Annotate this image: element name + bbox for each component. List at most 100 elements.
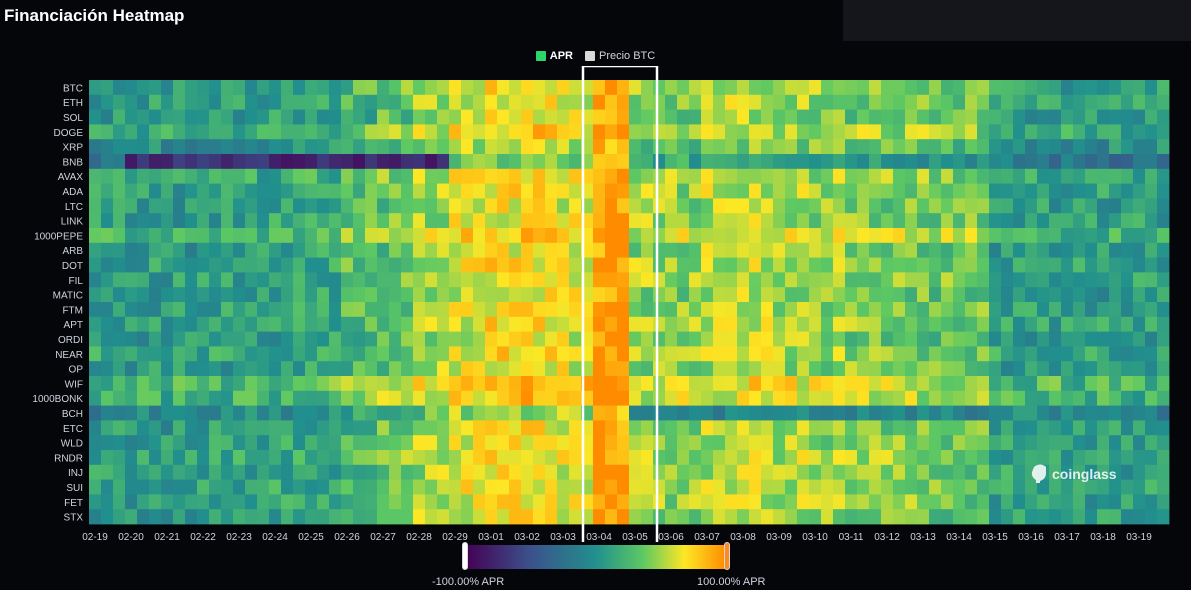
heatmap-cell[interactable] <box>353 479 366 495</box>
heatmap-cell[interactable] <box>749 479 762 495</box>
heatmap-cell[interactable] <box>125 139 138 155</box>
heatmap-cell[interactable] <box>629 509 642 525</box>
heatmap-cell[interactable] <box>185 80 198 96</box>
heatmap-cell[interactable] <box>401 302 414 318</box>
heatmap-cell[interactable] <box>389 124 402 140</box>
heatmap-cell[interactable] <box>89 302 102 318</box>
heatmap-cell[interactable] <box>773 242 786 258</box>
heatmap-cell[interactable] <box>593 168 606 184</box>
heatmap-cell[interactable] <box>1145 139 1158 155</box>
heatmap-cell[interactable] <box>353 287 366 303</box>
heatmap-cell[interactable] <box>425 272 438 288</box>
heatmap-cell[interactable] <box>1109 257 1122 273</box>
heatmap-cell[interactable] <box>1049 139 1062 155</box>
heatmap-cell[interactable] <box>233 331 246 347</box>
heatmap-cell[interactable] <box>689 316 702 332</box>
heatmap-cell[interactable] <box>749 346 762 362</box>
heatmap-cell[interactable] <box>1145 154 1158 170</box>
heatmap-cell[interactable] <box>941 272 954 288</box>
heatmap-cell[interactable] <box>701 331 714 347</box>
heatmap-cell[interactable] <box>677 287 690 303</box>
heatmap-cell[interactable] <box>425 509 438 525</box>
heatmap-cell[interactable] <box>1037 346 1050 362</box>
heatmap-cell[interactable] <box>185 139 198 155</box>
heatmap-cell[interactable] <box>221 390 234 406</box>
heatmap-cell[interactable] <box>737 242 750 258</box>
heatmap-cell[interactable] <box>857 154 870 170</box>
heatmap-cell[interactable] <box>1085 257 1098 273</box>
heatmap-cell[interactable] <box>737 405 750 421</box>
heatmap-cell[interactable] <box>377 213 390 229</box>
heatmap-cell[interactable] <box>1013 213 1026 229</box>
heatmap-cell[interactable] <box>341 124 354 140</box>
heatmap-cell[interactable] <box>173 242 186 258</box>
heatmap-cell[interactable] <box>809 464 822 480</box>
heatmap-cell[interactable] <box>497 361 510 377</box>
heatmap-cell[interactable] <box>1121 435 1134 451</box>
heatmap-cell[interactable] <box>665 420 678 436</box>
heatmap-cell[interactable] <box>941 316 954 332</box>
heatmap-cell[interactable] <box>101 94 114 110</box>
heatmap-cell[interactable] <box>1013 302 1026 318</box>
heatmap-cell[interactable] <box>341 435 354 451</box>
heatmap-cell[interactable] <box>833 242 846 258</box>
heatmap-cell[interactable] <box>989 450 1002 466</box>
heatmap-cell[interactable] <box>1109 242 1122 258</box>
heatmap-cell[interactable] <box>749 80 762 96</box>
heatmap-cell[interactable] <box>761 302 774 318</box>
heatmap-cell[interactable] <box>1157 450 1170 466</box>
heatmap-cell[interactable] <box>713 346 726 362</box>
heatmap-cell[interactable] <box>317 198 330 214</box>
heatmap-cell[interactable] <box>677 331 690 347</box>
heatmap-cell[interactable] <box>317 420 330 436</box>
heatmap-cell[interactable] <box>185 242 198 258</box>
heatmap-cell[interactable] <box>1133 420 1146 436</box>
heatmap-cell[interactable] <box>89 405 102 421</box>
heatmap-cell[interactable] <box>1121 302 1134 318</box>
heatmap-cell[interactable] <box>1025 479 1038 495</box>
heatmap-cell[interactable] <box>305 405 318 421</box>
heatmap-cell[interactable] <box>629 242 642 258</box>
heatmap-cell[interactable] <box>677 213 690 229</box>
heatmap-cell[interactable] <box>317 435 330 451</box>
heatmap-cell[interactable] <box>437 435 450 451</box>
heatmap-cell[interactable] <box>221 80 234 96</box>
heatmap-cell[interactable] <box>377 139 390 155</box>
heatmap-cell[interactable] <box>965 435 978 451</box>
heatmap-cell[interactable] <box>173 287 186 303</box>
heatmap-cell[interactable] <box>161 302 174 318</box>
heatmap-cell[interactable] <box>149 346 162 362</box>
heatmap-cell[interactable] <box>689 361 702 377</box>
heatmap-cell[interactable] <box>293 287 306 303</box>
heatmap-cell[interactable] <box>605 124 618 140</box>
heatmap-cell[interactable] <box>281 464 294 480</box>
heatmap-cell[interactable] <box>725 420 738 436</box>
heatmap-cell[interactable] <box>749 198 762 214</box>
heatmap-cell[interactable] <box>413 361 426 377</box>
heatmap-cell[interactable] <box>1133 94 1146 110</box>
heatmap-cell[interactable] <box>557 509 570 525</box>
heatmap-cell[interactable] <box>917 94 930 110</box>
heatmap-cell[interactable] <box>509 198 522 214</box>
heatmap-cell[interactable] <box>149 361 162 377</box>
heatmap-cell[interactable] <box>329 242 342 258</box>
heatmap-cell[interactable] <box>773 361 786 377</box>
heatmap-cell[interactable] <box>185 198 198 214</box>
heatmap-cell[interactable] <box>245 316 258 332</box>
heatmap-cell[interactable] <box>1013 228 1026 244</box>
heatmap-cell[interactable] <box>977 242 990 258</box>
heatmap-cell[interactable] <box>437 94 450 110</box>
heatmap-cell[interactable] <box>497 287 510 303</box>
heatmap-cell[interactable] <box>941 287 954 303</box>
heatmap-cell[interactable] <box>1061 302 1074 318</box>
heatmap-cell[interactable] <box>881 405 894 421</box>
heatmap-cell[interactable] <box>977 183 990 199</box>
heatmap-cell[interactable] <box>749 139 762 155</box>
heatmap-cell[interactable] <box>1061 509 1074 525</box>
heatmap-cell[interactable] <box>473 479 486 495</box>
heatmap-cell[interactable] <box>485 316 498 332</box>
heatmap-cell[interactable] <box>845 154 858 170</box>
heatmap-cell[interactable] <box>401 168 414 184</box>
heatmap-cell[interactable] <box>665 405 678 421</box>
heatmap-cell[interactable] <box>521 405 534 421</box>
